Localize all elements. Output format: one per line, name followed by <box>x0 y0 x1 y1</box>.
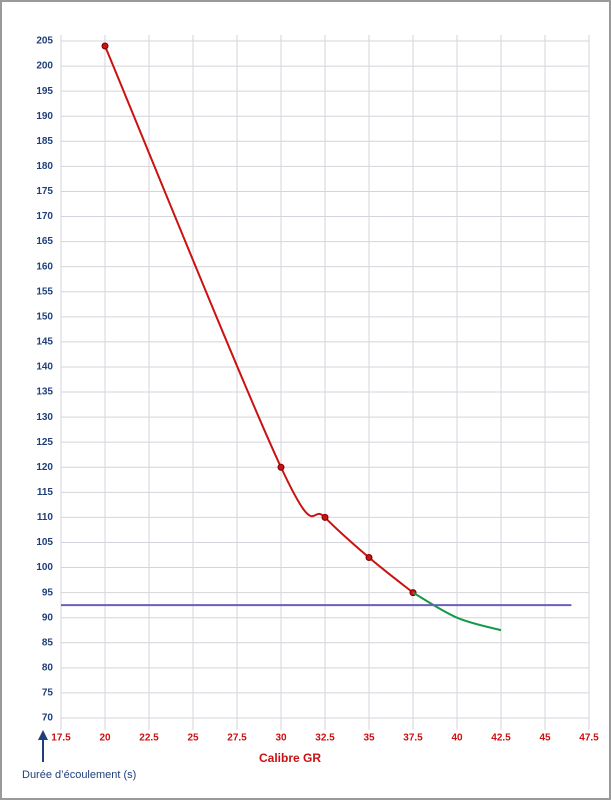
y-tick-label: 150 <box>36 311 53 322</box>
x-tick-label: 32.5 <box>315 733 335 744</box>
x-tick-label: 22.5 <box>139 733 159 744</box>
y-tick-label: 125 <box>36 437 53 448</box>
y-tick-label: 135 <box>36 387 53 398</box>
data-point <box>101 42 109 50</box>
x-tick-label: 30 <box>275 733 287 744</box>
y-tick-label: 145 <box>36 337 53 348</box>
y-tick-label: 105 <box>36 537 53 548</box>
x-tick-label: 42.5 <box>491 733 511 744</box>
y-arrow-head <box>38 730 48 740</box>
y-tick-label: 170 <box>36 211 53 222</box>
y-tick-label: 205 <box>36 36 53 47</box>
x-tick-label: 47.5 <box>579 733 599 744</box>
y-tick-label: 90 <box>42 612 54 623</box>
y-tick-label: 140 <box>36 362 53 373</box>
y-tick-label: 180 <box>36 161 53 172</box>
y-tick-label: 195 <box>36 86 53 97</box>
x-tick-label: 40 <box>451 733 463 744</box>
x-tick-label: 17.5 <box>51 733 71 744</box>
y-tick-label: 165 <box>36 236 53 247</box>
y-tick-label: 200 <box>36 61 53 72</box>
x-tick-label: 37.5 <box>403 733 423 744</box>
x-axis-label: Calibre GR <box>259 751 321 765</box>
y-axis-label: Durée d’écoulement (s) <box>22 769 136 781</box>
y-tick-label: 175 <box>36 186 53 197</box>
y-tick-label: 190 <box>36 111 53 122</box>
x-tick-label: 45 <box>539 733 551 744</box>
x-tick-label: 25 <box>187 733 199 744</box>
data-point <box>277 463 285 471</box>
x-tick-label: 35 <box>363 733 375 744</box>
y-tick-label: 155 <box>36 286 53 297</box>
y-tick-label: 185 <box>36 136 53 147</box>
x-tick-label: 27.5 <box>227 733 247 744</box>
y-tick-label: 100 <box>36 562 53 573</box>
y-tick-label: 80 <box>42 662 54 673</box>
y-tick-label: 95 <box>42 587 54 598</box>
series-line <box>412 591 502 632</box>
y-tick-label: 75 <box>42 688 54 699</box>
y-tick-label: 70 <box>42 713 54 724</box>
y-tick-label: 120 <box>36 462 53 473</box>
marks <box>61 42 572 632</box>
data-point <box>365 554 373 562</box>
data-point <box>321 513 329 521</box>
y-tick-label: 160 <box>36 261 53 272</box>
y-tick-label: 110 <box>37 512 54 523</box>
y-tick-label: 130 <box>36 412 53 423</box>
y-tick-label: 85 <box>42 637 54 648</box>
x-tick-label: 20 <box>99 733 111 744</box>
y-tick-label: 115 <box>37 487 54 498</box>
